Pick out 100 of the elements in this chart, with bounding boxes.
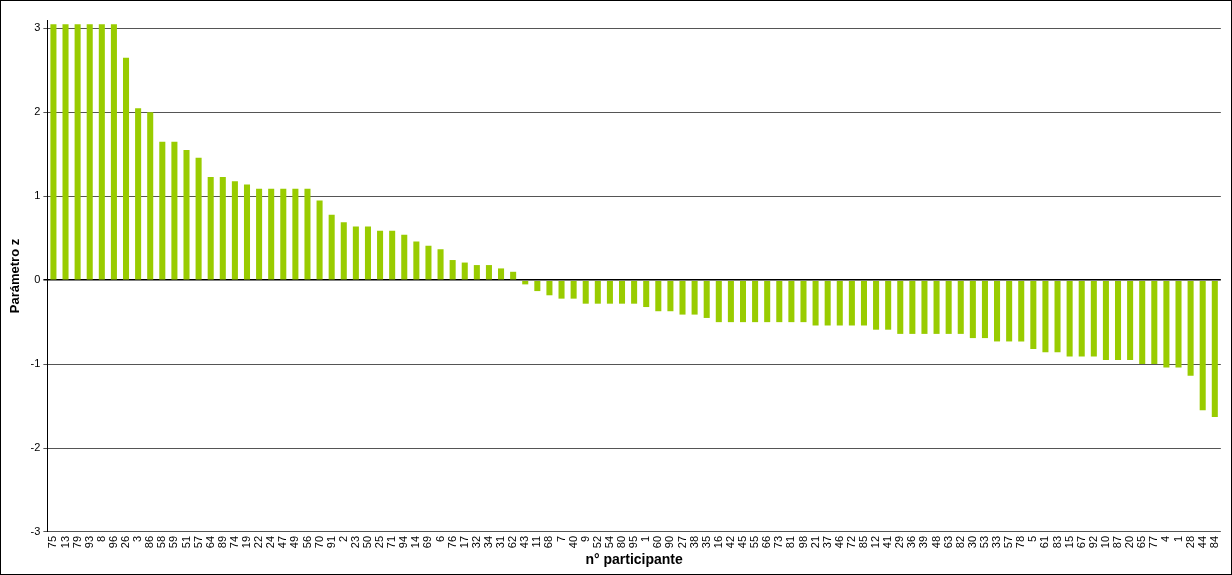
x-tick-label: 93: [82, 535, 95, 549]
bar: [461, 262, 468, 280]
bar: [824, 280, 831, 326]
bar: [1042, 280, 1049, 353]
x-tick-label: 60: [651, 535, 664, 549]
bar: [1054, 280, 1061, 353]
x-tick-label: 27: [675, 535, 688, 549]
x-tick-label: 94: [397, 535, 410, 549]
x-tick-label: 63: [941, 535, 954, 549]
bar: [171, 141, 178, 280]
x-tick-label: 30: [965, 535, 978, 549]
x-tick-label: 5: [1026, 535, 1039, 543]
bar: [1102, 280, 1109, 360]
bar: [1199, 280, 1206, 411]
x-tick-label: 9: [578, 535, 591, 543]
bar: [570, 280, 577, 299]
bar: [195, 157, 202, 280]
x-tick-label: 11: [530, 535, 543, 548]
x-tick-label: 46: [832, 535, 845, 549]
bar: [909, 280, 916, 334]
bar: [498, 268, 505, 280]
y-tick-label: 1: [34, 189, 41, 202]
x-tick-label: 65: [1135, 535, 1148, 549]
x-tick-label: 55: [748, 535, 761, 549]
bar: [667, 280, 674, 312]
x-tick-label: 92: [1086, 535, 1099, 549]
x-tick-label: 13: [58, 535, 71, 549]
x-tick-label: 74: [227, 535, 240, 549]
bar: [1127, 280, 1134, 360]
x-tick-label: 26: [119, 535, 132, 549]
bar: [776, 280, 783, 323]
x-tick-label: 66: [760, 535, 773, 549]
bar: [389, 230, 396, 280]
bar: [86, 24, 93, 280]
y-tick-label: -2: [30, 441, 41, 454]
x-tick-label: 67: [1074, 535, 1087, 549]
bar: [739, 280, 747, 323]
bar: [788, 280, 795, 323]
bar: [1139, 280, 1146, 365]
x-tick-label: 41: [881, 535, 894, 549]
x-tick-label: 96: [106, 535, 119, 549]
x-tick-label: 29: [893, 535, 906, 549]
x-tick-label: 36: [905, 535, 918, 549]
bar: [292, 188, 299, 280]
x-tick-label: 72: [844, 535, 857, 549]
bar: [449, 260, 456, 280]
bar: [679, 280, 686, 315]
x-tick-label: 31: [494, 535, 507, 549]
x-tick-label: 56: [300, 535, 313, 549]
x-tick-label: 17: [457, 535, 470, 549]
bar: [219, 176, 226, 280]
x-tick-label: 98: [796, 535, 809, 549]
bar: [183, 150, 190, 280]
x-tick-label: 80: [615, 535, 628, 549]
x-tick-label: 79: [70, 535, 83, 549]
x-tick-label: 12: [869, 535, 882, 549]
x-tick-label: 6: [433, 535, 446, 543]
y-tick-label: 3: [34, 21, 41, 34]
bar: [268, 188, 275, 280]
x-tick-label: 77: [1147, 535, 1160, 549]
bar: [994, 280, 1001, 342]
bar: [256, 188, 263, 280]
bar: [703, 280, 710, 318]
x-tick-label: 14: [409, 535, 422, 549]
bar: [473, 265, 480, 280]
bar: [122, 57, 130, 280]
bar: [1187, 280, 1194, 376]
bar: [933, 280, 940, 334]
x-tick-label: 52: [590, 535, 603, 549]
x-tick-label: 15: [1062, 535, 1075, 549]
x-tick-label: 69: [421, 535, 434, 549]
bar: [606, 280, 613, 304]
bar: [848, 280, 855, 326]
bar: [304, 188, 311, 280]
bar: [534, 280, 541, 292]
bar: [969, 280, 976, 339]
x-tick-label: 84: [1207, 535, 1220, 549]
x-tick-label: 61: [1038, 535, 1051, 549]
bar: [135, 108, 142, 280]
x-tick-label: 24: [264, 535, 277, 549]
bar: [1090, 280, 1097, 357]
bar: [921, 280, 928, 334]
x-tick-label: 42: [723, 535, 736, 549]
x-tick-label: 34: [481, 535, 494, 549]
bar: [147, 112, 154, 280]
bar: [243, 184, 251, 280]
bar: [1151, 280, 1158, 365]
bar: [558, 280, 565, 299]
x-tick-label: 64: [203, 535, 216, 549]
x-tick-label: 28: [1183, 535, 1196, 549]
x-tick-label: 49: [288, 535, 301, 549]
bar: [425, 245, 432, 280]
bar: [74, 24, 81, 280]
x-tick-label: 53: [977, 535, 990, 549]
x-tick-label: 83: [1050, 535, 1063, 549]
bar: [800, 280, 807, 323]
bar: [715, 280, 722, 323]
x-tick-label: 45: [736, 535, 749, 549]
x-tick-label: 8: [94, 535, 107, 543]
bar: [945, 280, 952, 334]
